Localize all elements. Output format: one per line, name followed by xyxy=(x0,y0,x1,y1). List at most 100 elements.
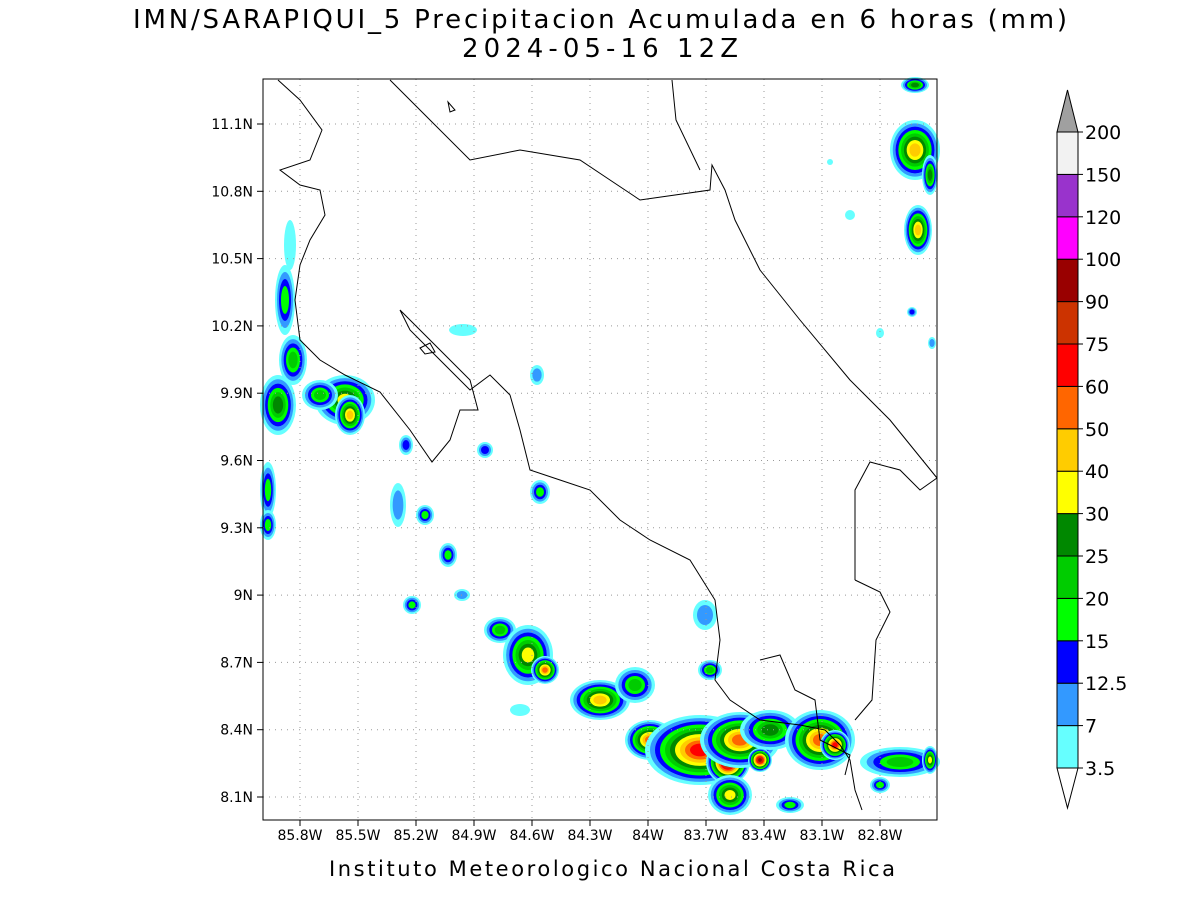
colorbar-box xyxy=(1056,258,1079,303)
colorbar-label: 90 xyxy=(1085,292,1109,314)
rain-area xyxy=(784,801,796,809)
rain-area xyxy=(444,550,452,560)
colorbar-label: 3.5 xyxy=(1085,758,1115,780)
rain-area xyxy=(421,511,429,519)
colorbar-box xyxy=(1056,470,1079,515)
grid xyxy=(263,79,937,820)
y-tick-label: 9.9N xyxy=(220,386,253,402)
colorbar-label: 25 xyxy=(1085,546,1109,568)
colorbar: 3.5 7 12.5 15 20 25 30 40 50 60 75 90 100 120 150 200 xyxy=(1056,89,1127,810)
colorbar-box xyxy=(1056,640,1079,684)
colorbar-box xyxy=(1056,597,1079,642)
rain-area xyxy=(288,351,298,369)
rain-area xyxy=(510,704,530,716)
x-tick-label: 84.3W xyxy=(567,828,612,844)
rain-area xyxy=(264,519,272,531)
colorbar-box xyxy=(1056,725,1079,769)
rain-area xyxy=(481,446,489,454)
x-tick-label: 85.8W xyxy=(277,828,322,844)
coast xyxy=(759,654,851,776)
rain-area xyxy=(281,286,289,314)
colorbar-label: 7 xyxy=(1085,716,1097,738)
rain-area xyxy=(284,220,296,270)
island xyxy=(447,100,456,113)
colorbar-box xyxy=(1056,428,1079,472)
colorbar-box xyxy=(1056,343,1079,387)
colorbar-label: 200 xyxy=(1085,122,1121,144)
rain-area xyxy=(911,82,919,88)
rain-area xyxy=(827,159,833,165)
rain-area xyxy=(408,601,416,609)
title: IMN/SARAPIQUI_5 Precipitacion Acumulada … xyxy=(133,5,1067,35)
coast xyxy=(671,79,701,171)
colorbar-label: 40 xyxy=(1085,461,1109,483)
colorbar-label: 60 xyxy=(1085,376,1109,398)
y-tick-label: 10.5N xyxy=(211,252,253,268)
rain-area xyxy=(402,440,410,450)
coastline xyxy=(277,79,938,811)
colorbar-label: 75 xyxy=(1085,334,1109,356)
x-tick-label: 83.4W xyxy=(741,828,786,844)
rain-area xyxy=(761,724,779,736)
rain-area xyxy=(536,487,544,497)
rain-area xyxy=(706,666,714,674)
colorbar-cap xyxy=(1056,767,1079,810)
x-tick-label: 85.5W xyxy=(335,828,380,844)
rain-area xyxy=(449,324,477,336)
rain-area xyxy=(886,757,914,767)
coast xyxy=(854,461,938,580)
colorbar-label: 20 xyxy=(1085,588,1109,610)
rain-area xyxy=(876,781,884,789)
colorbar-label: 120 xyxy=(1085,207,1121,229)
colorbar-label: 100 xyxy=(1085,249,1121,271)
rain-area xyxy=(314,390,326,400)
colorbar-box xyxy=(1056,301,1079,345)
rain-area xyxy=(909,143,921,157)
rain-area xyxy=(909,309,915,315)
coast xyxy=(389,79,938,479)
colorbar-cap xyxy=(1056,89,1079,133)
footer: Instituto Meteorologico Nacional Costa R… xyxy=(329,857,897,881)
y-tick-label: 8.1N xyxy=(220,790,253,806)
x-tick-label: 84.6W xyxy=(509,828,554,844)
x-tick-label: 82.8W xyxy=(857,828,902,844)
colorbar-box xyxy=(1056,216,1079,260)
x-tick-label: 83.1W xyxy=(799,828,844,844)
coast xyxy=(854,579,891,721)
rain-area xyxy=(914,224,922,236)
x-tick-label: 83.7W xyxy=(683,828,728,844)
y-tick-label: 10.2N xyxy=(211,319,253,335)
x-tick-label: 84.9W xyxy=(451,828,496,844)
coast xyxy=(277,79,863,811)
y-tick-label: 9.6N xyxy=(220,454,253,470)
rain-area xyxy=(392,490,404,520)
rain-area xyxy=(876,328,884,338)
precipitation xyxy=(260,77,940,815)
y-tick-label: 8.4N xyxy=(220,723,253,739)
colorbar-label: 15 xyxy=(1085,631,1109,653)
island xyxy=(419,342,436,355)
rain-area xyxy=(927,169,933,181)
colorbar-box xyxy=(1056,513,1079,557)
rain-area xyxy=(845,210,855,220)
colorbar-label: 12.5 xyxy=(1085,673,1127,695)
rain-area xyxy=(346,410,354,420)
rain-area xyxy=(697,605,713,625)
colorbar-label: 30 xyxy=(1085,504,1109,526)
rain-area xyxy=(928,756,932,764)
y-tick-label: 10.8N xyxy=(211,184,253,200)
rain-area xyxy=(494,625,506,635)
ticks: 85.8W 85.5W 85.2W 84.9W 84.6W 84.3W 84W 83.7W 83… xyxy=(211,117,902,844)
rain-area xyxy=(542,667,548,673)
colorbar-box xyxy=(1056,131,1079,175)
colorbar-box xyxy=(1056,385,1079,430)
map-frame xyxy=(262,78,938,821)
rain-area xyxy=(272,396,284,414)
y-tick-label: 11.1N xyxy=(211,117,253,133)
rain-area xyxy=(628,679,642,691)
colorbar-box xyxy=(1056,555,1079,599)
rain-area xyxy=(532,368,542,382)
rain-area xyxy=(724,790,736,800)
rain-area xyxy=(264,478,272,502)
